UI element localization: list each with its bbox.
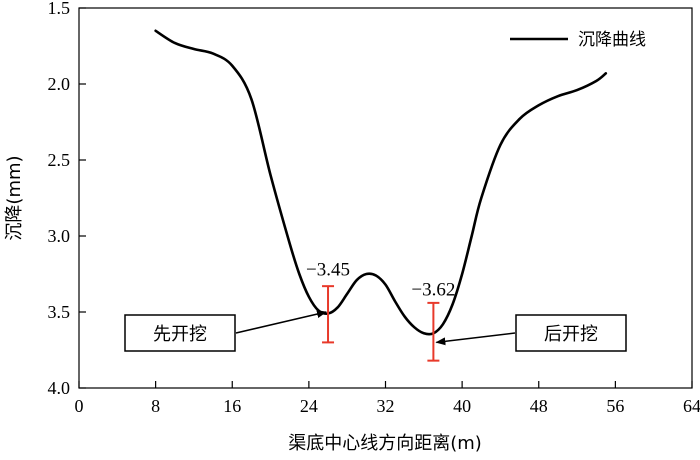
x-tick-label: 32 [377,396,395,416]
annotation-first-excavation: 先开挖 [124,310,328,352]
x-axis-ticks: 0 8 16 24 32 40 48 56 64 [75,381,700,416]
y-tick-label: 4.0 [48,378,71,398]
annotation-arrow [235,310,328,334]
y-tick-label: 3.0 [48,226,71,246]
annotation-box [515,314,627,352]
y-tick-label: 3.5 [48,302,71,322]
annotations: 先开挖 后开挖 [124,310,627,352]
x-axis-title: 渠底中心线方向距离(m) [288,433,482,454]
x-tick-label: 0 [75,396,84,416]
y-axis-ticks: 1.5 2.0 2.5 3.0 3.5 4.0 [48,0,86,398]
x-tick-label: 64 [683,396,700,416]
legend: 沉降曲线 [510,30,646,50]
error-bar [322,285,335,344]
annotation-arrow [435,332,516,346]
data-label: −3.45 [306,260,350,281]
y-tick-label: 2.5 [48,150,71,170]
annotation-second-excavation: 后开挖 [435,314,627,352]
legend-label: 沉降曲线 [578,30,646,50]
x-tick-label: 48 [530,396,548,416]
data-label: −3.62 [411,279,455,300]
x-tick-label: 16 [223,396,241,416]
data-labels: −3.45 −3.62 [306,260,455,301]
x-tick-label: 56 [606,396,624,416]
x-tick-label: 8 [151,396,160,416]
x-tick-label: 24 [300,396,318,416]
annotation-label: 后开挖 [544,324,598,345]
y-axis-title: 沉降(mm) [4,155,25,240]
annotation-box [124,314,236,352]
series-layer [154,29,608,336]
annotation-label: 先开挖 [153,324,207,345]
y-tick-label: 1.5 [48,0,71,18]
error-bars [322,285,440,362]
settlement-curve [154,29,608,336]
error-bar [427,301,440,362]
y-tick-label: 2.0 [48,74,71,94]
x-tick-label: 40 [453,396,471,416]
